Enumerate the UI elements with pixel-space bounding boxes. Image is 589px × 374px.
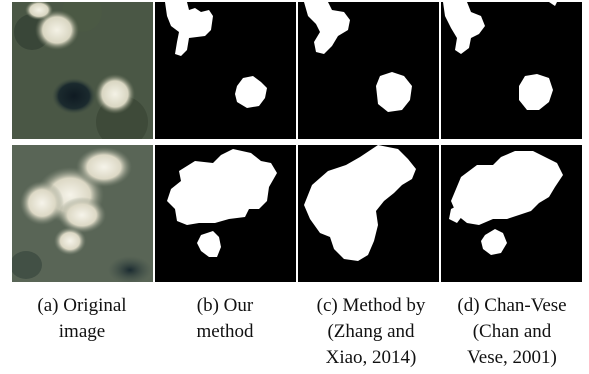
our-method-mask-row1: [155, 2, 296, 139]
caption-zhang-xiao: (c) Method by (Zhang and Xiao, 2014): [296, 293, 446, 371]
caption-our-method: (b) Our method: [150, 293, 300, 345]
caption-line: method: [196, 321, 254, 342]
caption-chan-vese: (d) Chan-Vese (Chan and Vese, 2001): [437, 293, 587, 371]
caption-line: (Chan and: [472, 321, 552, 342]
original-image-row1: [12, 2, 153, 139]
caption-line: Xiao, 2014): [325, 347, 417, 368]
caption-line: (Zhang and: [327, 321, 415, 342]
caption-line: image: [58, 321, 106, 342]
caption-original-image: (a) Original image: [7, 293, 157, 345]
zhang-xiao-mask-row1: [298, 2, 439, 139]
caption-line: Vese, 2001): [467, 347, 557, 368]
our-method-mask-row2: [155, 145, 296, 282]
chan-vese-mask-row1: [441, 2, 582, 139]
caption-line: (b) Our: [196, 295, 254, 316]
caption-line: (d) Chan-Vese: [457, 295, 567, 316]
caption-line: (a) Original: [37, 295, 127, 316]
caption-line: (c) Method by: [316, 295, 426, 316]
chan-vese-mask-row2: [441, 145, 582, 282]
original-image-row2: [12, 145, 153, 282]
zhang-xiao-mask-row2: [298, 145, 439, 282]
